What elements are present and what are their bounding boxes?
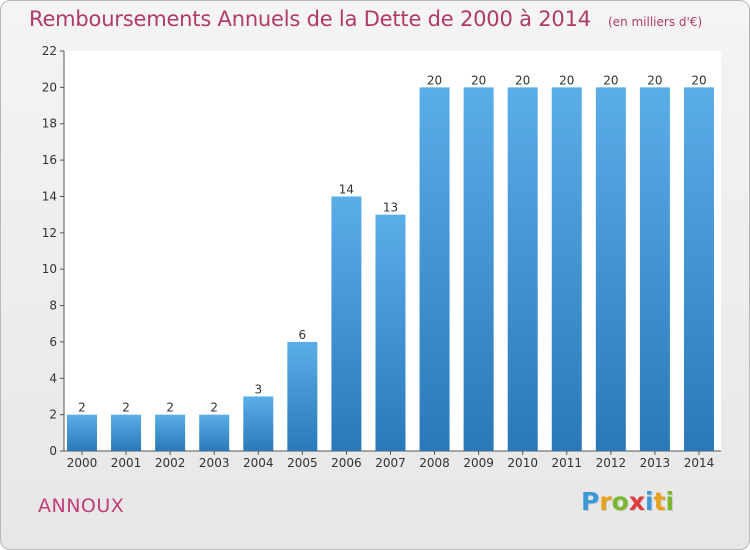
logo-letter: P: [581, 487, 600, 516]
data-label: 6: [299, 328, 307, 342]
y-tick-label: 12: [42, 226, 57, 240]
chart-title: Remboursements Annuels de la Dette de 20…: [29, 7, 591, 31]
bar: [507, 87, 538, 451]
x-tick-label: 2007: [375, 456, 406, 470]
data-label: 2: [122, 401, 130, 415]
y-tick-label: 10: [42, 262, 57, 276]
y-tick-label: 4: [49, 371, 57, 385]
data-label: 2: [166, 401, 174, 415]
y-tick-label: 14: [42, 189, 57, 203]
data-label: 3: [254, 382, 262, 396]
logo-letter: t: [653, 487, 666, 516]
y-tick-label: 18: [42, 117, 57, 131]
logo-letter: r: [599, 487, 612, 516]
data-label: 20: [603, 73, 618, 87]
x-tick-label: 2008: [419, 456, 450, 470]
data-label: 14: [339, 182, 354, 196]
data-label: 20: [559, 73, 574, 87]
bar: [67, 414, 97, 451]
x-tick-label: 2004: [243, 456, 274, 470]
logo-letter: i: [645, 487, 654, 516]
data-label: 13: [383, 201, 398, 215]
logo-letter: o: [611, 487, 629, 516]
bar: [243, 396, 274, 451]
x-tick-label: 2000: [67, 456, 98, 470]
data-label: 20: [427, 73, 442, 87]
x-tick-label: 2013: [640, 456, 671, 470]
y-tick-label: 20: [42, 80, 57, 94]
x-tick-label: 2012: [596, 456, 627, 470]
bar: [155, 414, 186, 451]
data-label: 20: [691, 73, 706, 87]
data-label: 20: [471, 73, 486, 87]
y-tick-label: 22: [42, 44, 57, 58]
x-tick-label: 2010: [507, 456, 538, 470]
bar: [463, 87, 494, 451]
x-tick-label: 2003: [199, 456, 230, 470]
proxiti-logo: Proxiti: [581, 487, 674, 516]
chart-title-block: Remboursements Annuels de la Dette de 20…: [29, 7, 702, 31]
data-label: 2: [210, 401, 218, 415]
y-tick-label: 6: [49, 335, 57, 349]
data-label: 20: [515, 73, 530, 87]
logo-letter: i: [665, 487, 675, 516]
y-tick-label: 8: [49, 299, 57, 313]
x-tick-label: 2005: [287, 456, 318, 470]
chart-unit: (en milliers d'€): [608, 15, 703, 29]
bar: [551, 87, 582, 451]
logo-letter: x: [628, 487, 645, 516]
x-tick-label: 2001: [111, 456, 142, 470]
x-tick-label: 2009: [463, 456, 494, 470]
bar: [595, 87, 626, 451]
x-tick-label: 2014: [684, 456, 715, 470]
bar: [683, 87, 714, 451]
x-tick-label: 2002: [155, 456, 186, 470]
y-tick-label: 2: [49, 408, 57, 422]
x-tick-label: 2011: [551, 456, 582, 470]
bar: [199, 414, 230, 451]
y-tick-label: 0: [49, 444, 57, 458]
data-label: 2: [78, 401, 86, 415]
bar: [419, 87, 450, 451]
y-tick-label: 16: [42, 153, 57, 167]
bar: [639, 87, 670, 451]
bar: [375, 214, 406, 451]
bar: [287, 341, 318, 451]
x-tick-label: 2006: [331, 456, 362, 470]
commune-name: ANNOUX: [38, 495, 125, 517]
data-label: 20: [647, 73, 662, 87]
bar: [111, 414, 142, 451]
bar: [331, 196, 362, 451]
